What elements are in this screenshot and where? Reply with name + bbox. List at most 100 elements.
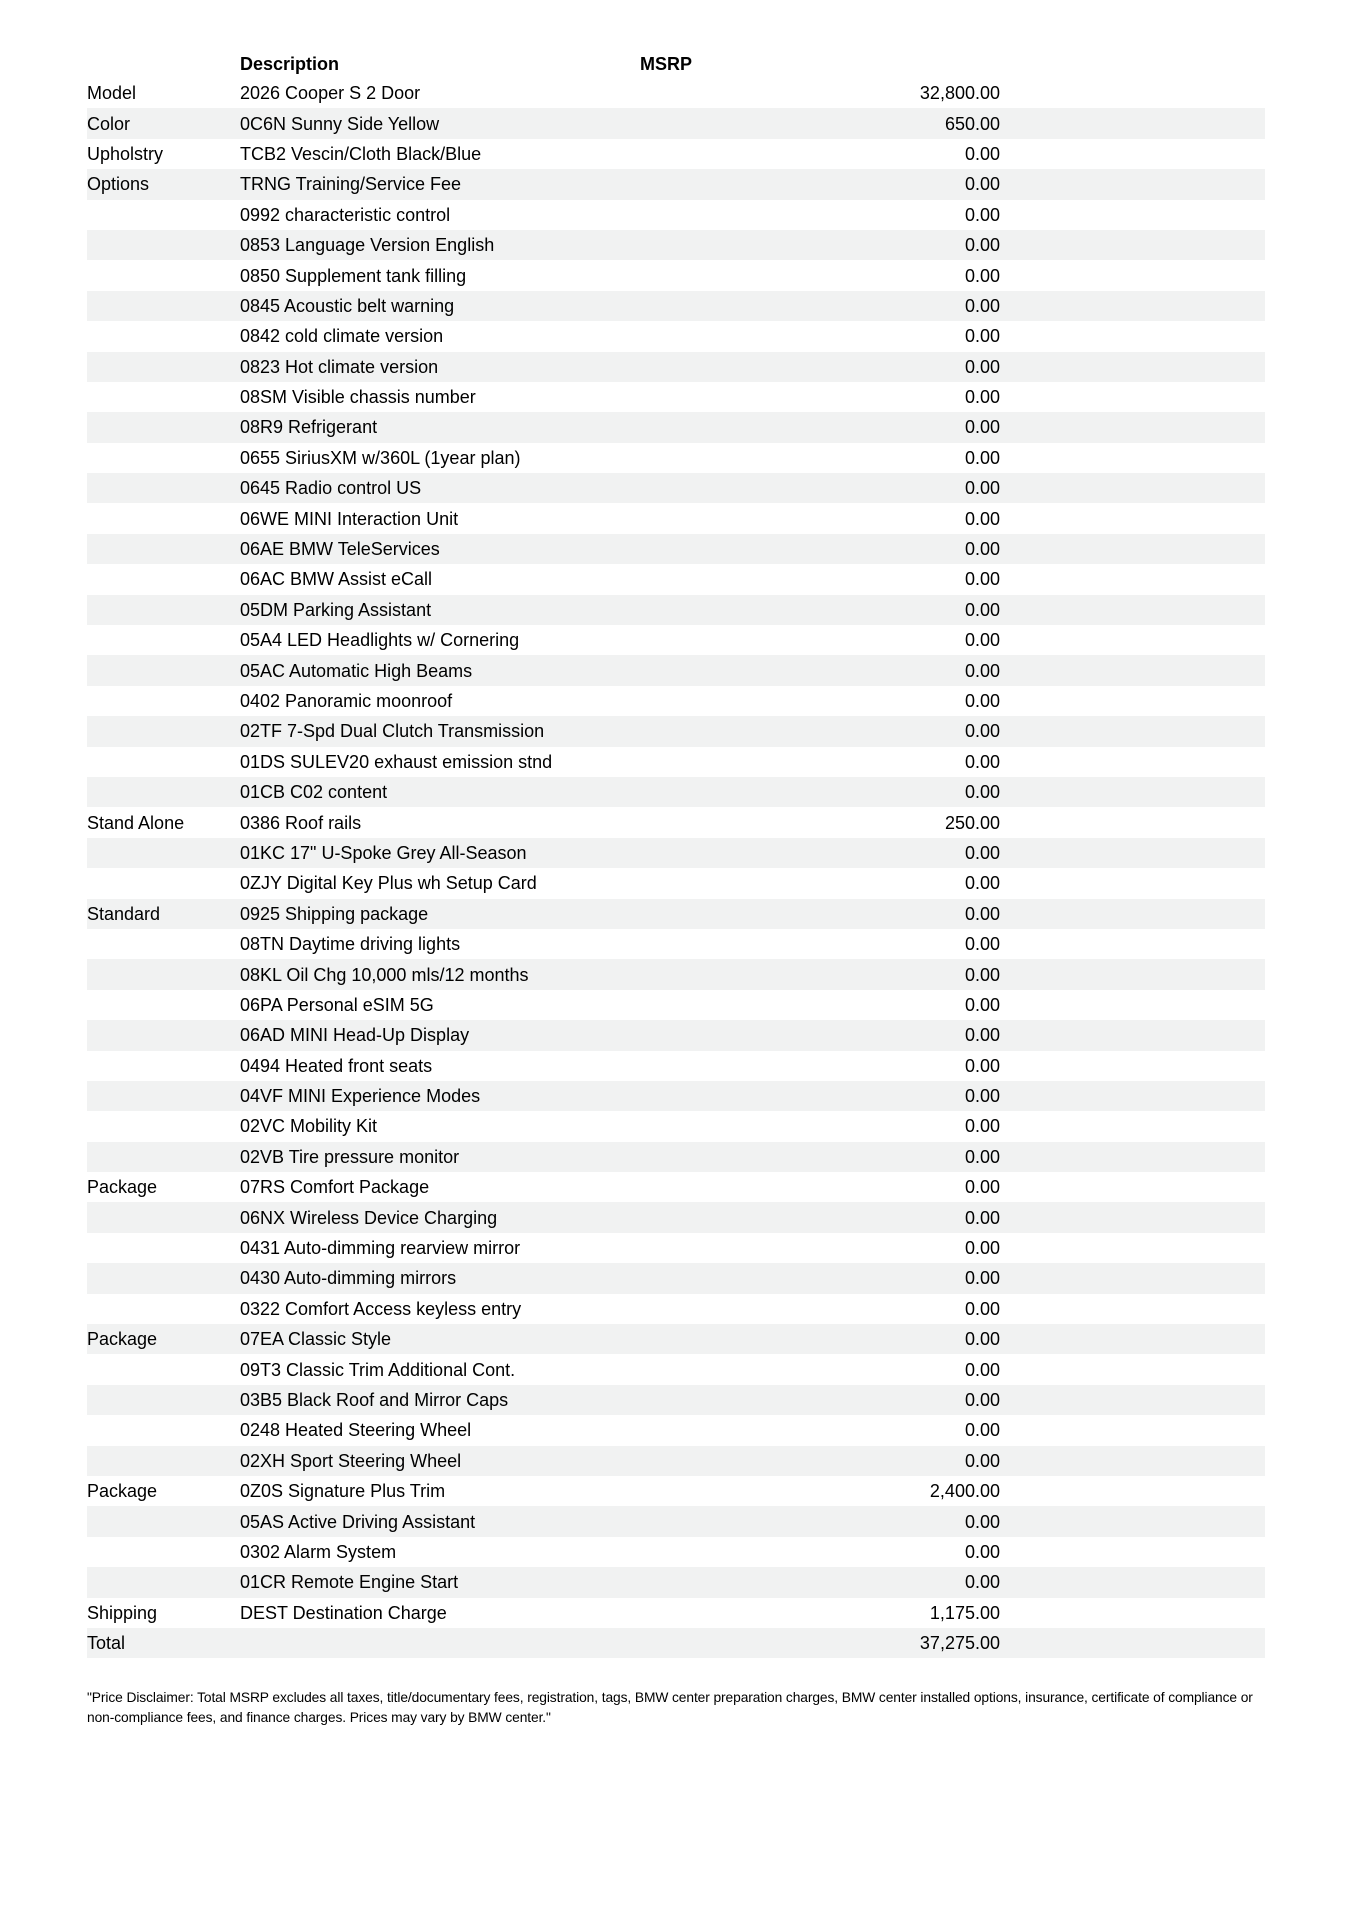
msrp-cell: 0.00 — [964, 356, 1000, 377]
msrp-cell: 0.00 — [964, 508, 1000, 529]
category-cell — [87, 382, 240, 412]
msrp-cell: 0.00 — [964, 630, 1000, 651]
category-cell: Package — [87, 1329, 158, 1350]
spacer-cell — [1000, 108, 1265, 138]
table-row: 0402 Panoramic moonroof 0.00 — [87, 685, 1265, 717]
table-row: 03B5 Black Roof and Mirror Caps 0.00 — [87, 1384, 1265, 1416]
description-cell: 01CR Remote Engine Start — [240, 1572, 459, 1593]
category-cell — [87, 1202, 240, 1232]
spacer-cell — [1000, 929, 1265, 959]
msrp-cell: 0.00 — [964, 1541, 1000, 1562]
category-cell — [87, 868, 240, 898]
spacer-cell — [1000, 959, 1265, 989]
msrp-cell: 0.00 — [964, 721, 1000, 742]
msrp-cell: 1,175.00 — [929, 1602, 1000, 1623]
description-cell: 08R9 Refrigerant — [240, 417, 378, 438]
msrp-cell: 0.00 — [964, 204, 1000, 225]
category-cell: Stand Alone — [87, 812, 185, 833]
description-cell: 01DS SULEV20 exhaust emission stnd — [240, 751, 553, 772]
description-cell: 01CB C02 content — [240, 782, 388, 803]
table-row: Stand Alone 0386 Roof rails 250.00 — [87, 807, 1265, 838]
description-cell: 0402 Panoramic moonroof — [240, 691, 453, 711]
description-cell: 08KL Oil Chg 10,000 mls/12 months — [240, 964, 529, 985]
category-cell — [87, 1446, 240, 1476]
spacer-cell — [1000, 655, 1265, 685]
description-cell: 0302 Alarm System — [240, 1541, 397, 1562]
msrp-cell: 0.00 — [964, 174, 1000, 195]
msrp-cell: 0.00 — [964, 934, 1000, 955]
category-cell: Standard — [87, 903, 161, 924]
description-cell: 02XH Sport Steering Wheel — [240, 1450, 462, 1471]
category-cell — [87, 1020, 240, 1050]
category-cell — [87, 1415, 240, 1445]
msrp-cell: 0.00 — [964, 903, 1000, 924]
category-cell — [87, 1051, 240, 1081]
table-row: 0645 Radio control US 0.00 — [87, 473, 1265, 504]
table-row: 01KC 17" U-Spoke Grey All-Season 0.00 — [87, 837, 1265, 869]
table-row: 0992 characteristic control 0.00 — [87, 199, 1265, 230]
category-cell: Package — [87, 1177, 158, 1198]
table-row: 02TF 7-Spd Dual Clutch Transmission 0.00 — [87, 716, 1265, 747]
msrp-cell: 650.00 — [944, 113, 1000, 134]
category-cell — [87, 1081, 240, 1111]
description-cell: 05AS Active Driving Assistant — [240, 1511, 476, 1532]
spacer-cell — [1000, 321, 1265, 351]
description-cell: 0850 Supplement tank filling — [240, 265, 467, 286]
table-row: Upholstry TCB2 Vescin/Cloth Black/Blue 0.0… — [87, 138, 1265, 170]
spacer-cell — [1000, 352, 1265, 382]
category-cell — [87, 564, 240, 594]
spacer-cell — [1000, 1385, 1265, 1415]
description-cell: 09T3 Classic Trim Additional Cont. — [240, 1359, 516, 1380]
category-cell: Total — [87, 1633, 126, 1654]
description-cell: 0C6N Sunny Side Yellow — [240, 113, 440, 134]
description-cell: 0842 cold climate version — [240, 326, 444, 347]
spacer-cell — [1000, 1233, 1265, 1263]
category-cell: Options — [87, 174, 150, 195]
table-row: 0850 Supplement tank filling 0.00 — [87, 260, 1265, 291]
table-row: 02VC Mobility Kit 0.00 — [87, 1111, 1265, 1142]
spacer-cell — [1000, 564, 1265, 594]
table-row: 08TN Daytime driving lights 0.00 — [87, 928, 1265, 960]
msrp-cell: 0.00 — [964, 417, 1000, 438]
msrp-cell: 0.00 — [964, 1572, 1000, 1593]
msrp-cell: 0.00 — [964, 1177, 1000, 1198]
description-cell: 0248 Heated Steering Wheel — [240, 1420, 472, 1441]
table-row: Package 07RS Comfort Package 0.00 — [87, 1172, 1265, 1203]
category-cell — [87, 1537, 240, 1567]
table-row: Options TRNG Training/Service Fee 0.00 — [87, 169, 1265, 200]
table-row: 06PA Personal eSIM 5G 0.00 — [87, 989, 1265, 1021]
spacer-cell — [1000, 1020, 1265, 1050]
category-cell — [87, 473, 240, 503]
spacer-cell — [1000, 1294, 1265, 1324]
description-cell: 05AC Automatic High Beams — [240, 660, 473, 681]
spacer-cell — [1000, 716, 1265, 746]
spacer-cell — [1000, 595, 1265, 625]
category-cell — [87, 777, 240, 807]
description-cell: 0845 Acoustic belt warning — [240, 295, 455, 316]
spacer-cell — [1000, 139, 1265, 169]
description-cell: 0431 Auto-dimming rearview mirror — [240, 1238, 521, 1259]
category-cell: Upholstry — [87, 143, 164, 164]
category-cell — [87, 655, 240, 685]
spacer-cell — [1000, 747, 1265, 777]
spacer-cell — [1000, 260, 1265, 290]
msrp-cell: 0.00 — [964, 1450, 1000, 1471]
description-cell: 05DM Parking Assistant — [240, 599, 432, 620]
description-cell: 06AD MINI Head-Up Display — [240, 1025, 470, 1046]
msrp-cell: 0.00 — [964, 387, 1000, 408]
category-cell — [87, 1111, 240, 1141]
msrp-cell: 0.00 — [964, 265, 1000, 286]
spacer-cell — [1000, 534, 1265, 564]
description-cell: 0Z0S Signature Plus Trim — [240, 1481, 446, 1502]
description-cell: 0823 Hot climate version — [240, 356, 439, 377]
spacer-cell — [1000, 1506, 1265, 1536]
category-cell — [87, 838, 240, 868]
table-row: 04VF MINI Experience Modes 0.00 — [87, 1080, 1265, 1112]
spacer-cell — [1000, 1446, 1265, 1476]
category-cell — [87, 534, 240, 564]
table-row: 0655 SiriusXM w/360L (1year plan) 0.00 — [87, 442, 1265, 474]
table-row: 05AS Active Driving Assistant 0.00 — [87, 1506, 1265, 1537]
description-cell: DEST Destination Charge — [240, 1602, 447, 1623]
description-cell: 06WE MINI Interaction Unit — [240, 508, 459, 529]
table-row: 01CB C02 content 0.00 — [87, 776, 1265, 808]
